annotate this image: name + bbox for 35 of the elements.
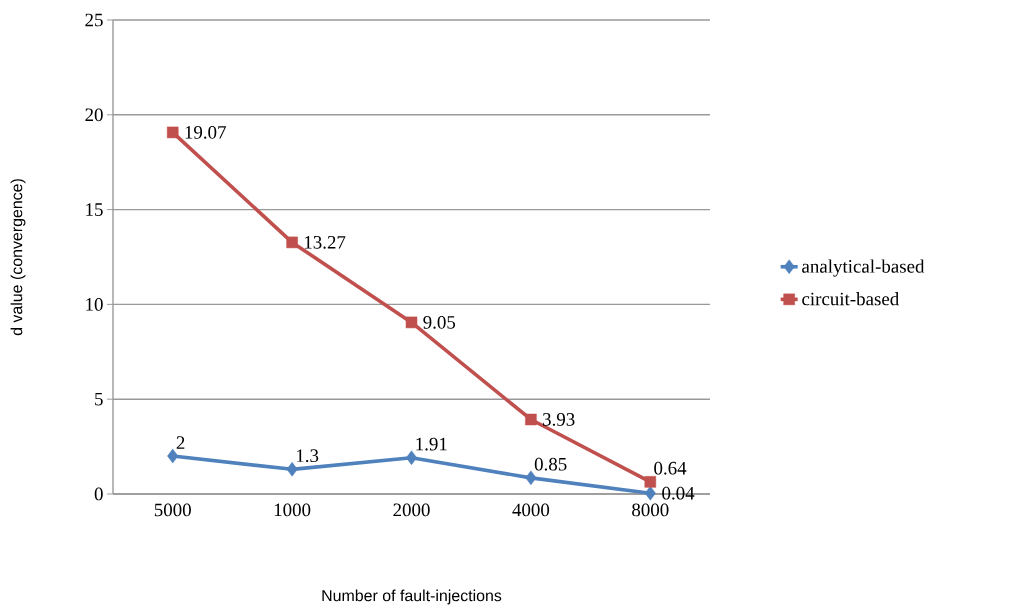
legend-label: circuit-based — [802, 292, 899, 306]
data-label: 0.64 — [654, 461, 687, 475]
y-tick-label: 20 — [85, 108, 103, 122]
x-tick-label: 5000 — [154, 503, 191, 517]
data-label: 2 — [176, 436, 185, 449]
y-tick-label: 0 — [94, 487, 103, 501]
y-tick-label: 5 — [95, 392, 103, 406]
point — [644, 485, 656, 501]
y-tick-label: 10 — [86, 298, 103, 311]
point — [166, 126, 179, 139]
point — [405, 316, 418, 329]
x-axis-title: Number of fault-injections — [322, 589, 502, 605]
point — [525, 413, 537, 426]
data-label: 1.3 — [296, 449, 319, 463]
x-tick-label: 1000 — [274, 503, 311, 517]
data-label: 3.93 — [543, 413, 575, 426]
point — [406, 450, 418, 466]
point — [286, 236, 298, 249]
data-label: 1.91 — [416, 437, 447, 451]
y-tick-label: 25 — [85, 13, 103, 27]
x-tick-label: 4000 — [512, 503, 550, 517]
x-tick-label: 8000 — [632, 503, 669, 517]
point — [644, 476, 657, 488]
data-label: 19.07 — [185, 126, 226, 139]
data-label: 0.85 — [534, 457, 567, 471]
y-axis-title: d value (convergence) — [10, 179, 26, 336]
x-tick-label: 2000 — [393, 503, 430, 517]
data-label: 13.27 — [304, 235, 346, 249]
point — [167, 448, 179, 464]
point — [286, 462, 298, 477]
data-label: 0.04 — [662, 486, 695, 500]
data-label: 9.05 — [423, 315, 456, 329]
point — [525, 470, 537, 486]
y-tick-label: 15 — [86, 203, 103, 216]
legend-label: analytical-based — [802, 259, 925, 277]
